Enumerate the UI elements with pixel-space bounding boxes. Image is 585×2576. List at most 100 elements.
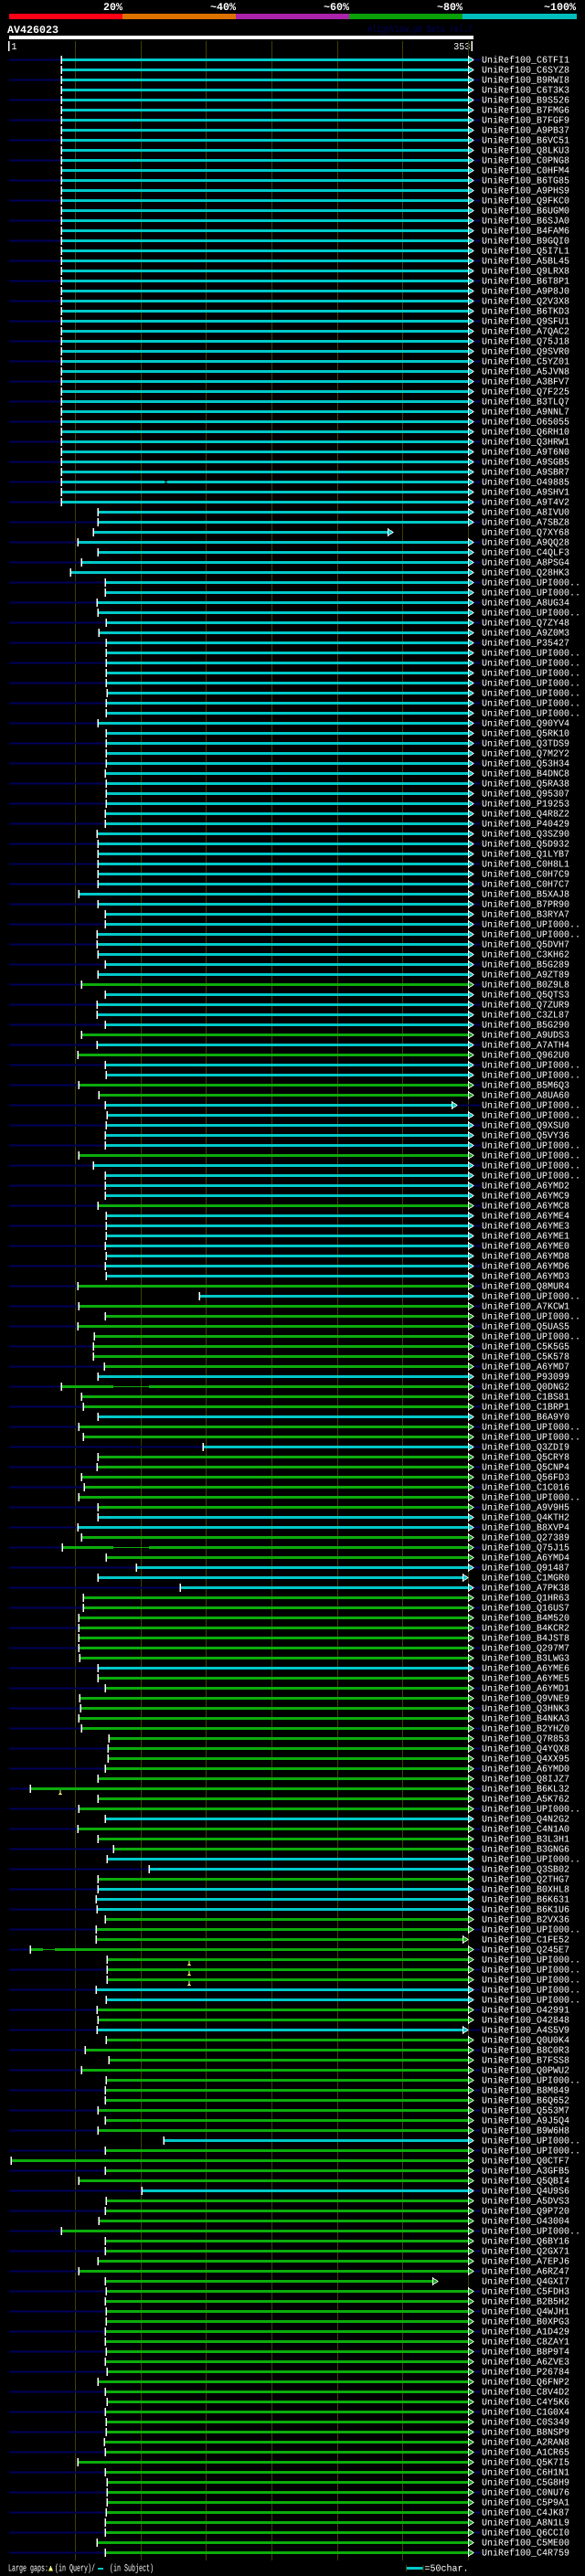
svg-text:UniRef100_B9W6H8: UniRef100_B9W6H8 [482,2126,569,2137]
svg-text:UniRef100_C4Y5K6: UniRef100_C4Y5K6 [482,2398,569,2409]
svg-text:UniRef100_UPI000..: UniRef100_UPI000.. [482,649,580,660]
svg-text:UniRef100_UPI000..: UniRef100_UPI000.. [482,1855,580,1866]
svg-text:UniRef100_Q5QTS3: UniRef100_Q5QTS3 [482,991,569,1002]
svg-text:UniRef100_B7FSS8: UniRef100_B7FSS8 [482,2056,569,2067]
svg-text:UniRef100_Q5I7L1: UniRef100_Q5I7L1 [482,247,569,258]
svg-text:UniRef100_Q90YV4: UniRef100_Q90YV4 [482,719,569,730]
svg-text:UniRef100_A9T4V2: UniRef100_A9T4V2 [482,498,569,509]
svg-text:UniRef100_Q75J15: UniRef100_Q75J15 [482,1543,569,1554]
svg-text:UniRef100_Q27389: UniRef100_Q27389 [482,1533,569,1544]
svg-text:UniRef100_B8M849: UniRef100_B8M849 [482,2086,569,2097]
svg-text:UniRef100_B7FGF9: UniRef100_B7FGF9 [482,116,569,127]
svg-text:UniRef100_Q4YQX8: UniRef100_Q4YQX8 [482,1744,569,1755]
svg-text:UniRef100_B2B5H2: UniRef100_B2B5H2 [482,2297,569,2308]
svg-text:UniRef100_UPI000..: UniRef100_UPI000.. [482,2147,580,2157]
svg-text:UniRef100_A6YME5: UniRef100_A6YME5 [482,1674,569,1685]
svg-text:UniRef100_A6YMD7: UniRef100_A6YMD7 [482,1362,569,1373]
svg-text:UniRef100_UPI000..: UniRef100_UPI000.. [482,1312,580,1323]
svg-text:20%: 20% [103,1,122,14]
svg-text:UniRef100_UPI000..: UniRef100_UPI000.. [482,669,580,680]
svg-text:UniRef100_B8XVP4: UniRef100_B8XVP4 [482,1523,569,1534]
svg-text:UniRef100_C4R759: UniRef100_C4R759 [482,2549,569,2560]
svg-text:UniRef100_A9SHV1: UniRef100_A9SHV1 [482,488,569,499]
svg-text:UniRef100_Q5UAS5: UniRef100_Q5UAS5 [482,1322,569,1333]
svg-text:UniRef100_Q1LYB7: UniRef100_Q1LYB7 [482,850,569,861]
svg-text:UniRef100_Q6BY16: UniRef100_Q6BY16 [482,2237,569,2248]
svg-text:UniRef100_C3KH62: UniRef100_C3KH62 [482,950,569,961]
svg-text:UniRef100_C5K5G5: UniRef100_C5K5G5 [482,1342,569,1353]
svg-text:UniRef100_Q53H34: UniRef100_Q53H34 [482,759,569,770]
svg-text:353: 353 [453,42,470,53]
svg-text:UniRef100_B6TG85: UniRef100_B6TG85 [482,176,569,187]
svg-text:UniRef100_Q2THG7: UniRef100_Q2THG7 [482,1875,569,1886]
svg-text:UniRef100_C5K578: UniRef100_C5K578 [482,1352,569,1363]
svg-text:UniRef100_C6SYZ8: UniRef100_C6SYZ8 [482,66,569,77]
svg-text:UniRef100_Q4N2G2: UniRef100_Q4N2G2 [482,1815,569,1826]
svg-text:UniRef100_Q0DNG2: UniRef100_Q0DNG2 [482,1383,569,1394]
svg-text:UniRef100_UPI000..: UniRef100_UPI000.. [482,1805,580,1816]
svg-text:UniRef100_A4S5V9: UniRef100_A4S5V9 [482,2026,569,2037]
svg-text:UniRef100_B5M6Q3: UniRef100_B5M6Q3 [482,1081,569,1092]
svg-text:UniRef100_Q5DVH7: UniRef100_Q5DVH7 [482,940,569,951]
svg-text:UniRef100_A6YMD8: UniRef100_A6YMD8 [482,1252,569,1263]
svg-text:UniRef100_UPI000..: UniRef100_UPI000.. [482,2136,580,2147]
svg-text:UniRef100_Q91487: UniRef100_Q91487 [482,1564,569,1574]
svg-text:UniRef100_A6YMD0: UniRef100_A6YMD0 [482,1765,569,1776]
svg-text:UniRef100_C6T3K3: UniRef100_C6T3K3 [482,86,569,97]
svg-text:UniRef100_B3TLQ7: UniRef100_B3TLQ7 [482,398,569,408]
svg-text:UniRef100_B0XHL8: UniRef100_B0XHL8 [482,1885,569,1896]
svg-text:UniRef100_A1D429: UniRef100_A1D429 [482,2327,569,2338]
svg-text:UniRef100_P26784: UniRef100_P26784 [482,2368,569,2379]
svg-text:UniRef100_C1BRP1: UniRef100_C1BRP1 [482,1403,569,1414]
svg-text:UniRef100_B6A9Y0: UniRef100_B6A9Y0 [482,1413,569,1424]
svg-text:UniRef100_UPI000..: UniRef100_UPI000.. [482,1071,580,1082]
svg-text:UniRef100_C4QLF3: UniRef100_C4QLF3 [482,548,569,559]
svg-text:UniRef100_B4DNC8: UniRef100_B4DNC8 [482,769,569,780]
svg-text:UniRef100_Q56FD3: UniRef100_Q56FD3 [482,1473,569,1484]
svg-text:UniRef100_UPI000..: UniRef100_UPI000.. [482,1956,580,1966]
svg-text:UniRef100_B9S526: UniRef100_B9S526 [482,96,569,107]
svg-text:UniRef100_A7ATH4: UniRef100_A7ATH4 [482,1041,569,1052]
svg-text:AV426023: AV426023 [7,24,58,37]
svg-text:UniRef100_A6YME1: UniRef100_A6YME1 [482,1232,569,1243]
svg-text:UniRef100_B3GNG6: UniRef100_B3GNG6 [482,1845,569,1856]
svg-text:UniRef100_B3RYA7: UniRef100_B3RYA7 [482,910,569,921]
svg-text:UniRef100_C0NU76: UniRef100_C0NU76 [482,2488,569,2499]
svg-text:UniRef100_Q4U9S6: UniRef100_Q4U9S6 [482,2187,569,2198]
svg-text:UniRef100_B4JST8: UniRef100_B4JST8 [482,1634,569,1645]
svg-text:UniRef100_Q7XY68: UniRef100_Q7XY68 [482,528,569,539]
svg-text:UniRef100_UPI000..: UniRef100_UPI000.. [482,609,580,620]
svg-text:UniRef100_Q3HNK3: UniRef100_Q3HNK3 [482,1704,569,1715]
svg-text:UniRef100_C0HFM4: UniRef100_C0HFM4 [482,166,569,177]
svg-text:UniRef100_Q9XSU0: UniRef100_Q9XSU0 [482,1121,569,1132]
svg-text:UniRef100_UPI000..: UniRef100_UPI000.. [482,930,580,941]
svg-text:UniRef100_P35427: UniRef100_P35427 [482,639,569,650]
svg-text:UniRef100_O49885: UniRef100_O49885 [482,478,569,489]
svg-text:UniRef100_B9GQI0: UniRef100_B9GQI0 [482,237,569,248]
svg-text:UniRef100_B8C0R3: UniRef100_B8C0R3 [482,2046,569,2057]
svg-text:UniRef100_C1FE52: UniRef100_C1FE52 [482,1935,569,1946]
svg-text:UniRef100_C5G8H9: UniRef100_C5G8H9 [482,2478,569,2489]
svg-text:UniRef100_Q5RA38: UniRef100_Q5RA38 [482,779,569,790]
svg-text:UniRef100_B4NKA3: UniRef100_B4NKA3 [482,1714,569,1725]
svg-text:UniRef100_C6TFI1: UniRef100_C6TFI1 [482,56,569,67]
svg-text:UniRef100_A6YMD3: UniRef100_A6YMD3 [482,1272,569,1283]
svg-text:UniRef100_Q962U0: UniRef100_Q962U0 [482,1051,569,1062]
svg-text:UniRef100_A7KCW1: UniRef100_A7KCW1 [482,1302,569,1313]
svg-text:UniRef100_Q553M7: UniRef100_Q553M7 [482,2106,569,2117]
svg-text:UniRef100_B3L3H1: UniRef100_B3L3H1 [482,1835,569,1846]
svg-text:UniRef100_Q4WJH1: UniRef100_Q4WJH1 [482,2307,569,2318]
svg-text:UniRef100_Q9LRX8: UniRef100_Q9LRX8 [482,267,569,278]
svg-text:UniRef100_UPI000..: UniRef100_UPI000.. [482,920,580,931]
svg-text:UniRef100_UPI000..: UniRef100_UPI000.. [482,1292,580,1303]
svg-text:UniRef100_O65055: UniRef100_O65055 [482,418,569,429]
svg-text:UniRef100_Q0U0K4: UniRef100_Q0U0K4 [482,2036,569,2047]
svg-text:UniRef100_B2YHZ0: UniRef100_B2YHZ0 [482,1724,569,1735]
svg-text:UniRef100_B4KCR2: UniRef100_B4KCR2 [482,1624,569,1635]
svg-text:UniRef100_B4FAM6: UniRef100_B4FAM6 [482,227,569,238]
svg-text:UniRef100_UPI000..: UniRef100_UPI000.. [482,1976,580,1987]
svg-text:UniRef100_UPI000..: UniRef100_UPI000.. [482,2076,580,2087]
svg-text:UniRef100_B5G290: UniRef100_B5G290 [482,1021,569,1032]
svg-text:UniRef100_A9ZT89: UniRef100_A9ZT89 [482,970,569,981]
svg-text:UniRef100_A8UG34: UniRef100_A8UG34 [482,599,569,610]
